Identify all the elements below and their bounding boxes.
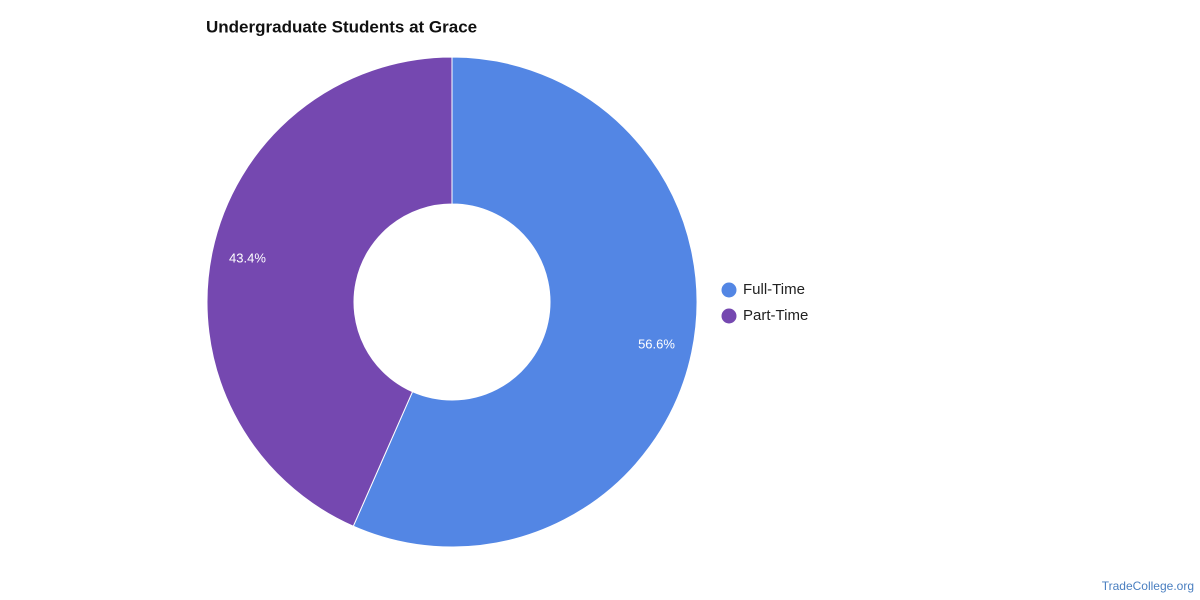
legend-marker (721, 308, 737, 324)
donut-slice (352, 56, 698, 548)
footer-credit: TradeCollege.org (1102, 579, 1194, 593)
legend-label: Full-Time (743, 281, 805, 298)
legend-label: Part-Time (743, 307, 808, 324)
slice-label: 56.6% (638, 336, 675, 351)
legend-marker (721, 282, 737, 298)
donut-slice (206, 56, 453, 527)
slice-label: 43.4% (229, 250, 266, 265)
chart-title: Undergraduate Students at Grace (206, 17, 477, 36)
